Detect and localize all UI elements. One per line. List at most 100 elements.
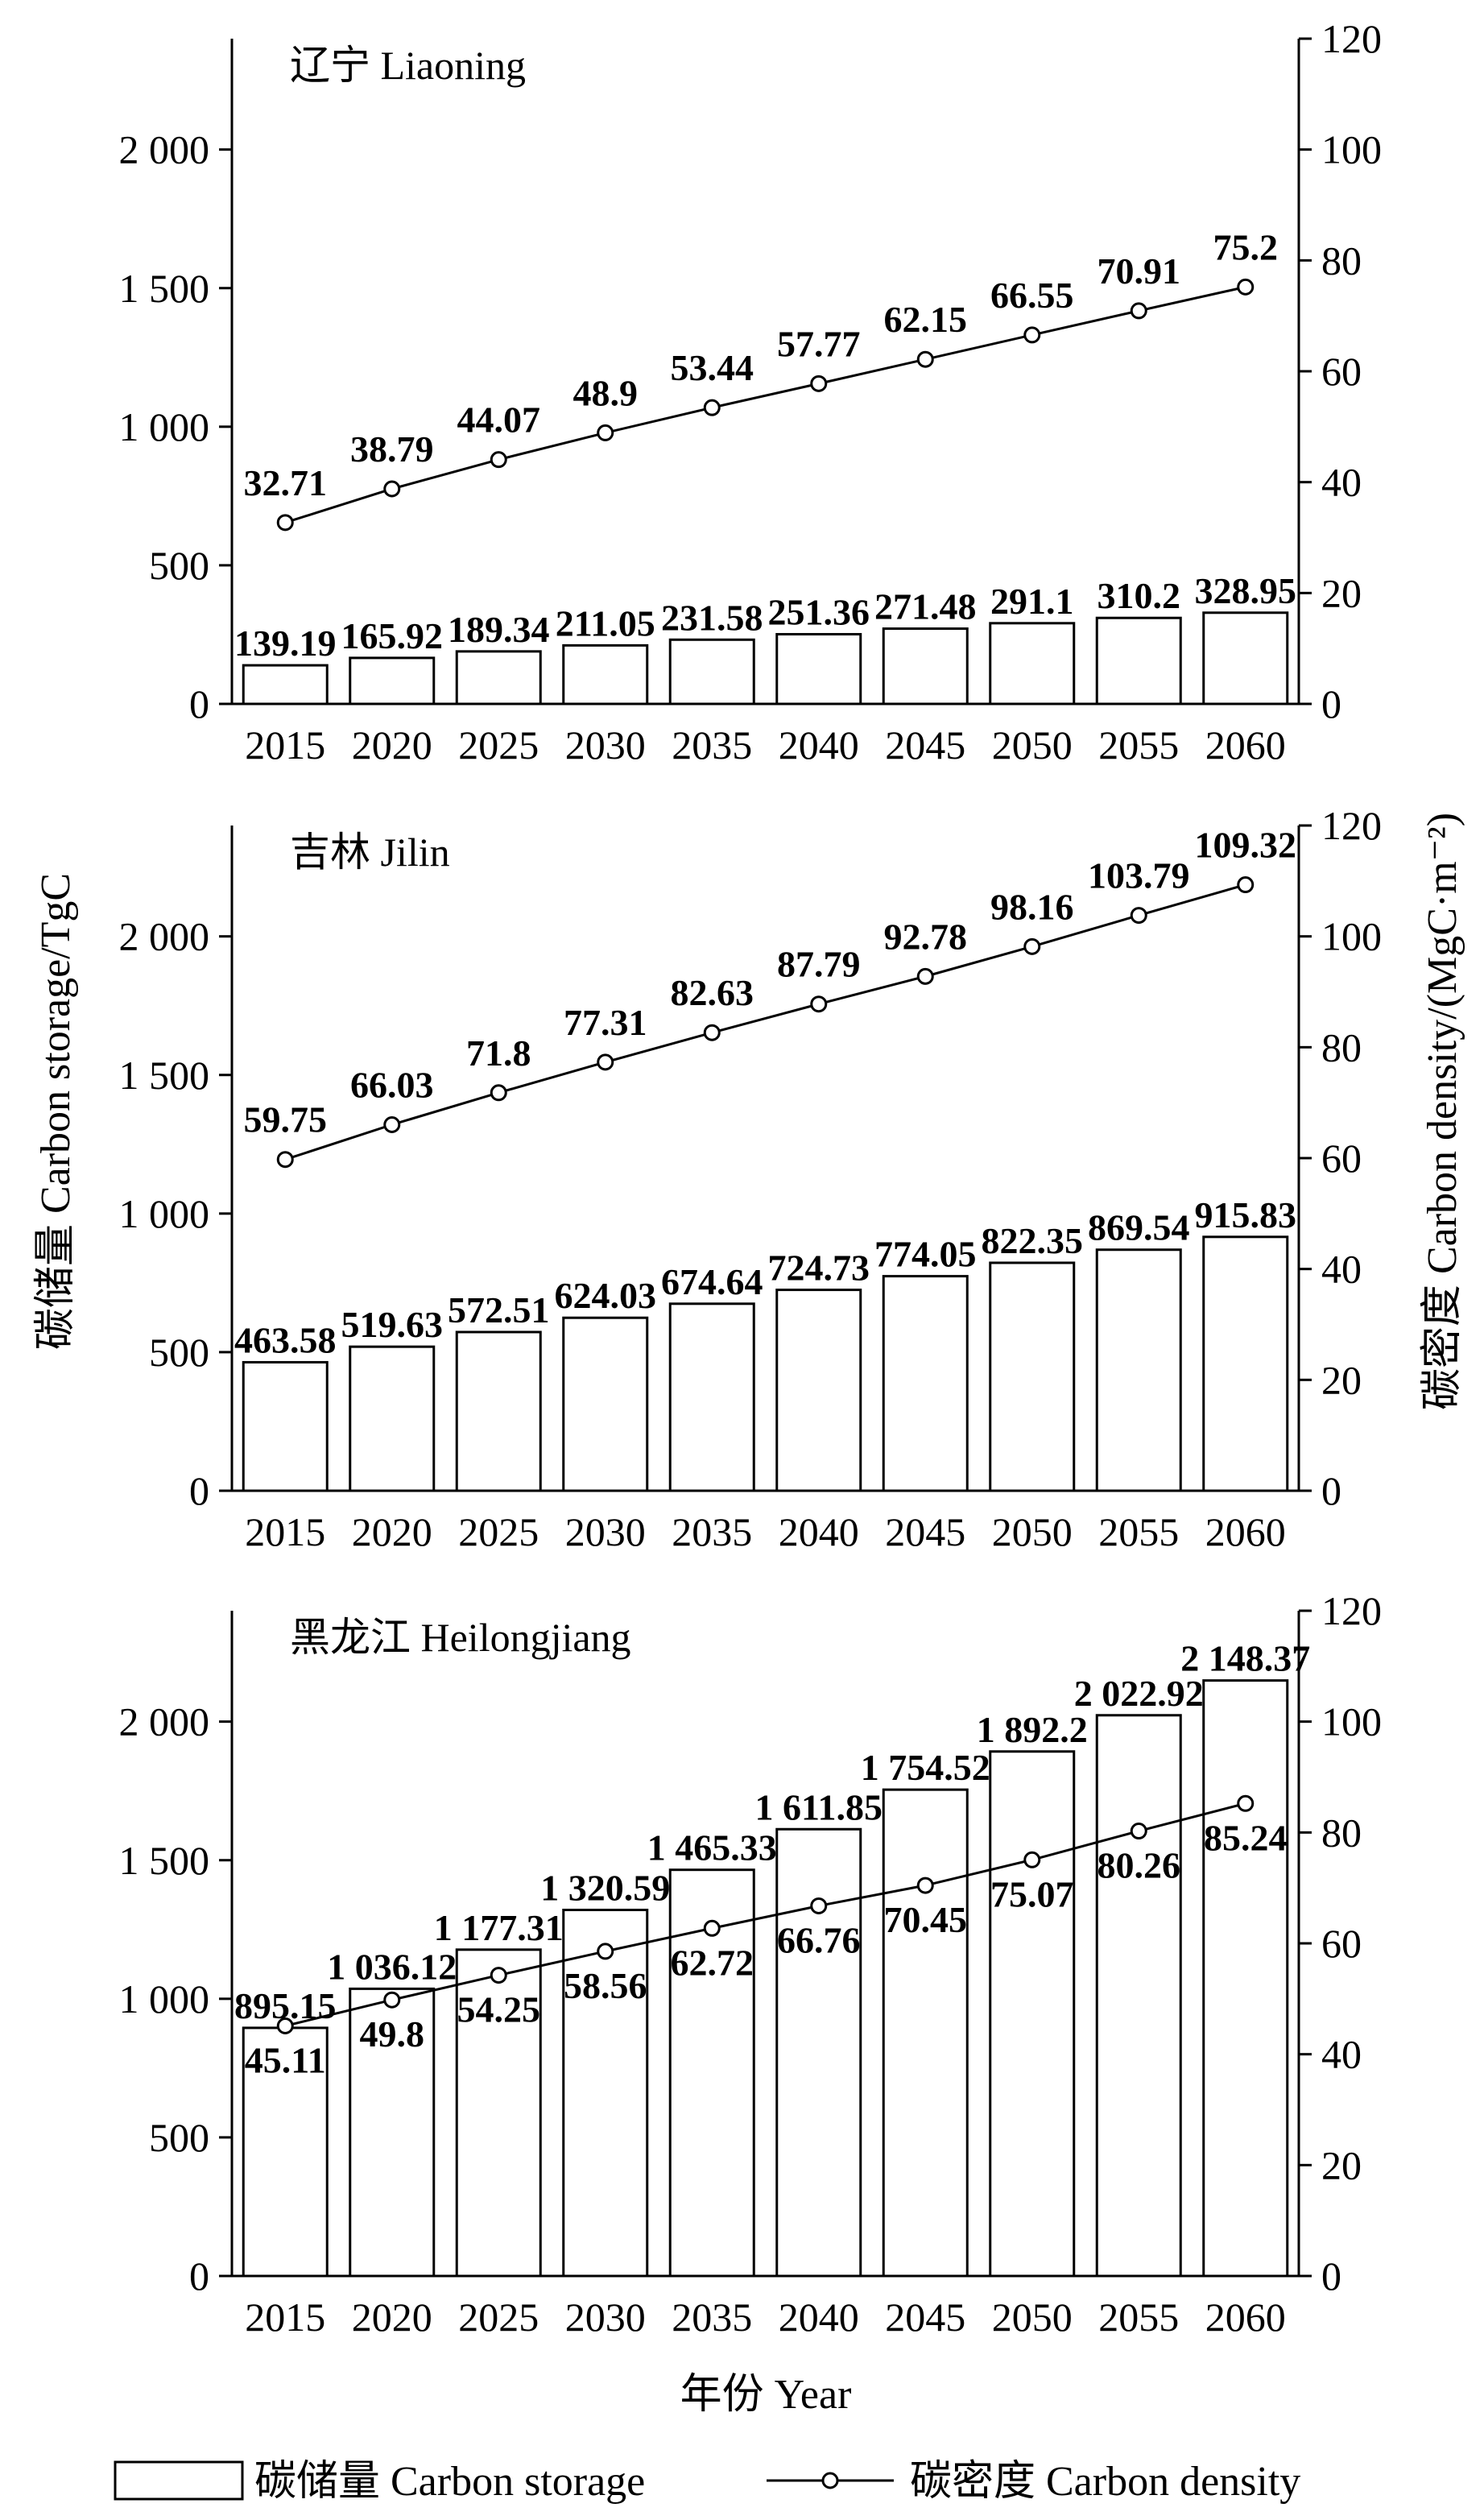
x-tick-label: 2045 xyxy=(885,722,965,768)
x-axis-title: 年份 Year xyxy=(680,2372,852,2418)
storage-bar xyxy=(989,1750,1076,2278)
density-point-label: 49.8 xyxy=(360,2013,425,2054)
panel-title: 辽宁 Liaoning xyxy=(290,43,526,88)
density-point-label: 98.16 xyxy=(990,886,1074,927)
y-right-tick-label: 80 xyxy=(1321,1024,1362,1070)
density-point-label: 92.78 xyxy=(884,916,968,957)
density-point xyxy=(490,1967,507,1984)
storage-bar-label: 2 022.92 xyxy=(1074,1673,1204,1714)
x-tick-label: 2060 xyxy=(1205,722,1286,768)
density-point xyxy=(1023,1851,1041,1868)
y-left-tick-label: 500 xyxy=(149,2115,209,2160)
density-point-label: 109.32 xyxy=(1195,825,1297,866)
legend-storage-label: 碳储量 Carbon storage xyxy=(254,2459,645,2505)
density-point xyxy=(810,374,828,392)
x-tick-label: 2040 xyxy=(779,1509,859,1554)
storage-bar xyxy=(242,664,329,706)
density-point xyxy=(490,1084,507,1102)
density-point xyxy=(916,350,934,368)
storage-bar-label: 724.73 xyxy=(768,1248,870,1289)
storage-bar-label: 915.83 xyxy=(1195,1194,1297,1235)
density-point-label: 71.8 xyxy=(466,1032,531,1074)
y-right-tick-label: 40 xyxy=(1321,2032,1362,2077)
density-point xyxy=(1237,1794,1255,1812)
y-left-tick-label: 500 xyxy=(149,1330,209,1375)
y-right-tick-label: 0 xyxy=(1321,2253,1341,2299)
storage-bar-label: 231.58 xyxy=(661,597,763,638)
x-tick-label: 2060 xyxy=(1205,1509,1286,1554)
density-point xyxy=(916,967,934,985)
density-point xyxy=(916,1877,934,1894)
storage-bar-label: 1 754.52 xyxy=(861,1747,990,1788)
x-tick-label: 2025 xyxy=(458,1509,539,1554)
storage-bar xyxy=(668,1302,755,1492)
storage-bar xyxy=(455,650,542,706)
x-tick-label: 2030 xyxy=(565,722,646,768)
density-point-label: 103.79 xyxy=(1088,855,1190,896)
x-tick-label: 2035 xyxy=(672,1509,752,1554)
y-right-tick-label: 60 xyxy=(1321,349,1362,394)
x-tick-label: 2055 xyxy=(1098,1509,1179,1554)
density-point xyxy=(1237,278,1255,296)
x-tick-label: 2035 xyxy=(672,722,752,768)
storage-bar xyxy=(349,1987,436,2278)
storage-bar xyxy=(775,1827,862,2278)
x-tick-label: 2030 xyxy=(565,2294,646,2340)
density-point xyxy=(810,995,828,1013)
density-point xyxy=(597,1943,614,1960)
y-right-tick-label: 120 xyxy=(1321,803,1382,848)
density-point xyxy=(1237,876,1255,894)
y-left-tick-label: 1 500 xyxy=(119,1053,210,1098)
density-point-label: 58.56 xyxy=(564,1965,647,2006)
y-left-tick-label: 0 xyxy=(189,2253,209,2299)
density-point xyxy=(597,424,614,441)
storage-bar-label: 139.19 xyxy=(234,623,337,664)
storage-bar xyxy=(882,1275,969,1492)
density-point-label: 66.76 xyxy=(777,1919,861,1960)
y-right-tick-label: 100 xyxy=(1321,1699,1382,1744)
storage-bar xyxy=(775,1289,862,1492)
storage-bar-label: 165.92 xyxy=(341,615,444,656)
y-left-tick-label: 2 000 xyxy=(119,127,210,172)
x-tick-label: 2030 xyxy=(565,1509,646,1554)
panel-title: 吉林 Jilin xyxy=(290,830,450,875)
density-point-label: 75.07 xyxy=(990,1873,1074,1914)
y-left-tick-label: 1 000 xyxy=(119,1191,210,1236)
y-right-axis-title: 碳密度 Carbon density/(MgC·m⁻²) xyxy=(1420,813,1465,1410)
density-point-label: 48.9 xyxy=(573,372,639,413)
storage-bar-label: 1 611.85 xyxy=(755,1786,883,1827)
y-left-tick-label: 500 xyxy=(149,543,209,588)
y-right-tick-label: 0 xyxy=(1321,1468,1341,1513)
density-point-label: 53.44 xyxy=(671,347,754,388)
storage-bar-label: 674.64 xyxy=(661,1261,763,1302)
y-right-tick-label: 60 xyxy=(1321,1921,1362,1966)
storage-bar xyxy=(455,1330,542,1492)
x-tick-label: 2045 xyxy=(885,1509,965,1554)
density-point-label: 70.45 xyxy=(884,1899,968,1940)
y-left-axis-title: 碳储量 Carbon storage/TgC xyxy=(33,873,79,1350)
storage-bar-label: 291.1 xyxy=(990,581,1074,622)
storage-bar xyxy=(882,627,969,706)
density-point xyxy=(383,480,401,498)
storage-bar-label: 572.51 xyxy=(448,1289,550,1330)
storage-bar xyxy=(242,2026,329,2278)
x-tick-label: 2050 xyxy=(992,2294,1073,2340)
storage-bar-label: 1 465.33 xyxy=(647,1827,777,1868)
y-left-tick-label: 0 xyxy=(189,1468,209,1513)
storage-bar xyxy=(1202,611,1289,706)
density-point-label: 66.03 xyxy=(350,1064,434,1105)
density-point-label: 45.11 xyxy=(245,2039,326,2080)
density-point-label: 38.79 xyxy=(350,428,434,470)
storage-bar xyxy=(1095,1714,1182,2278)
legend-density-marker xyxy=(821,2472,839,2489)
storage-bar xyxy=(1095,616,1182,706)
storage-bar-label: 1 177.31 xyxy=(434,1907,564,1948)
y-right-tick-label: 20 xyxy=(1321,1357,1362,1402)
storage-bar-label: 774.05 xyxy=(874,1234,977,1275)
density-point xyxy=(383,1115,401,1133)
storage-bar-label: 1 892.2 xyxy=(977,1709,1088,1750)
storage-bar xyxy=(1202,1679,1289,2278)
density-point xyxy=(490,451,507,469)
storage-bar xyxy=(989,1261,1076,1492)
